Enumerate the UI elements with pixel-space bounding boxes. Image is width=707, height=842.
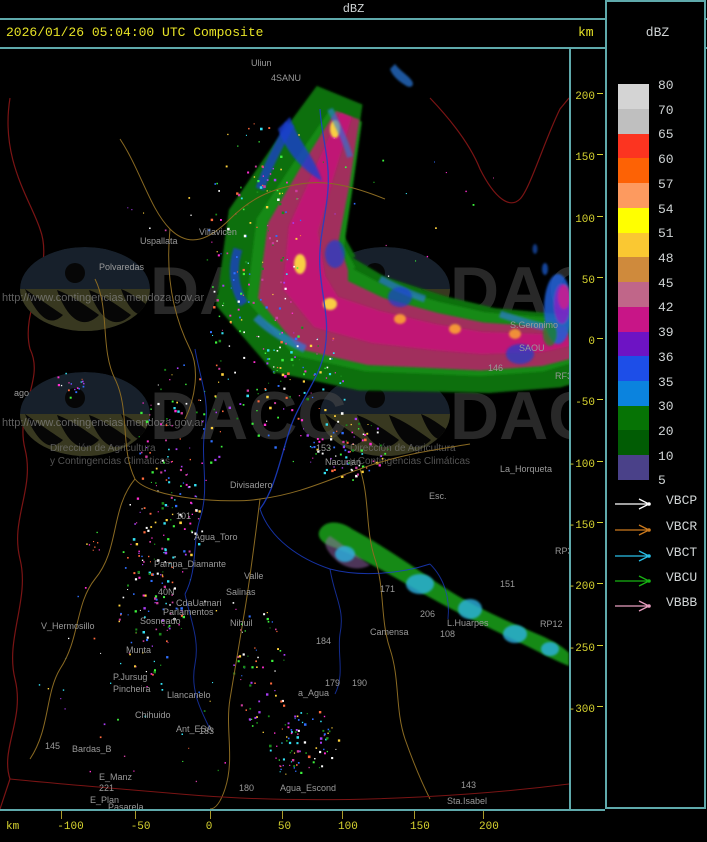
svg-text:http://www.contingencias.mendo: http://www.contingencias.mendoza.gov.ar xyxy=(2,417,205,429)
svg-text:y Contingencias Climáticas: y Contingencias Climáticas xyxy=(350,456,470,467)
svg-text:y Contingencias Climáticas: y Contingencias Climáticas xyxy=(50,456,170,467)
svg-text:http://www.contingencias.mendo: http://www.contingencias.mendoza.gov.ar xyxy=(2,292,205,304)
svg-text:Dirección de Agricultura: Dirección de Agricultura xyxy=(50,443,156,454)
